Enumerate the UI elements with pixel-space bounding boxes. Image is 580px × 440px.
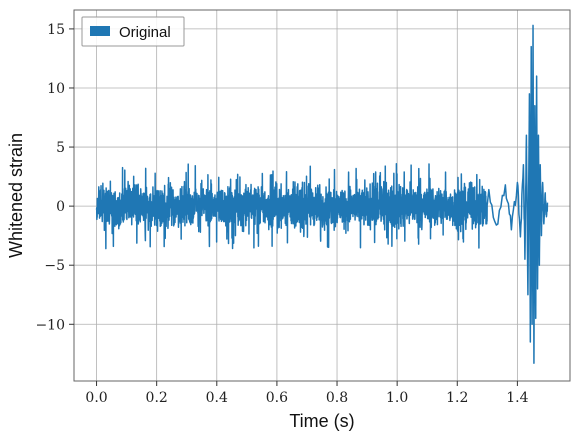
y-tick-label-4: 10 [47, 81, 65, 97]
y-tick-label-2: 0 [56, 199, 65, 215]
y-axis-label: Whitened strain [6, 133, 26, 258]
x-tick-label-7: 1.4 [506, 390, 528, 406]
x-axis: 0.0 0.2 0.4 0.6 0.8 1.0 1.2 1.4 [85, 381, 529, 406]
legend: Original [81, 16, 185, 47]
x-axis-label: Time (s) [289, 411, 354, 431]
series-line-original [95, 24, 549, 365]
legend-box [81, 16, 185, 47]
y-tick-label-3: 5 [56, 140, 65, 156]
y-tick-label-5: 15 [47, 22, 65, 38]
grid-lines [74, 10, 570, 381]
x-tick-label-0: 0.0 [85, 390, 107, 406]
x-tick-label-1: 0.2 [146, 390, 168, 406]
series-layer [95, 24, 549, 365]
x-tick-label-3: 0.6 [266, 390, 288, 406]
y-tick-label-1: −5 [44, 258, 65, 274]
y-tick-label-0: −10 [35, 317, 65, 333]
x-tick-label-2: 0.4 [206, 390, 228, 406]
x-tick-label-5: 1.0 [386, 390, 408, 406]
plot-frame [73, 9, 571, 382]
x-tick-label-4: 0.8 [326, 390, 348, 406]
legend-label-original: Original [119, 24, 171, 41]
y-axis: −10 −5 0 5 10 15 [35, 22, 74, 333]
x-tick-label-6: 1.2 [446, 390, 468, 406]
legend-swatch-original [90, 26, 110, 36]
